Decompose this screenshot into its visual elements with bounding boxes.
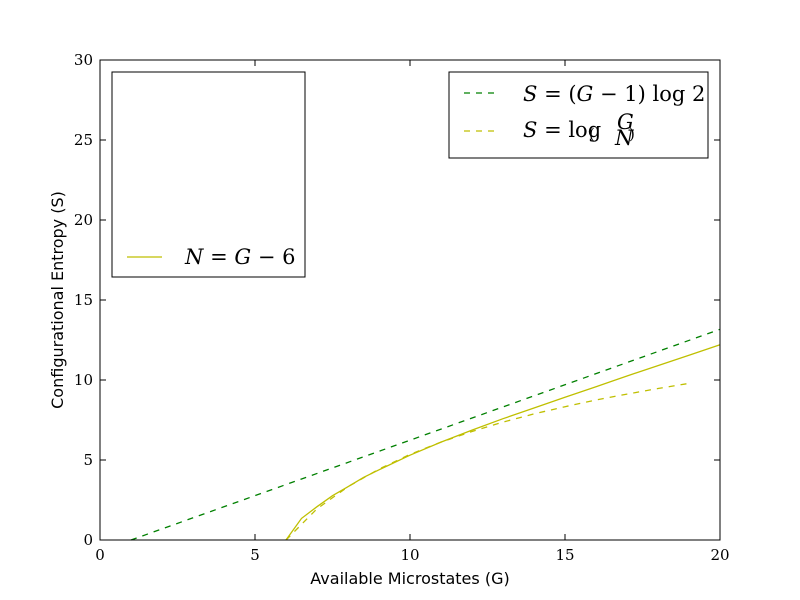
series-line-0	[130, 328, 721, 541]
legend-upper-right: S = (G − 1) log 2 S = log ( G N )	[448, 71, 709, 159]
x-tick-label-4: 20	[710, 546, 729, 564]
legend-label-n: N = G − 6	[184, 245, 295, 269]
y-axis-label: Configurational Entropy (S)	[48, 191, 67, 409]
y-tick-label-5: 25	[74, 131, 93, 149]
legend-label-linear: S = (G − 1) log 2	[523, 82, 705, 106]
series-line-2	[285, 344, 721, 541]
x-tick-label-1: 5	[250, 546, 260, 564]
y-tick-label-1: 5	[83, 451, 93, 469]
series-layer	[130, 328, 721, 541]
y-tick-label-6: 30	[74, 51, 93, 69]
y-tick-label-4: 20	[74, 211, 93, 229]
series-line-1	[285, 382, 690, 541]
x-tick-label-3: 15	[555, 546, 574, 564]
legend-upper-left: N = G − 6	[111, 71, 306, 278]
binomial-right-paren: )	[629, 125, 635, 143]
binomial-left-paren: (	[589, 125, 595, 143]
legend-box-left	[111, 71, 306, 278]
x-axis-label: Available Microstates (G)	[310, 569, 509, 588]
y-tick-label-0: 0	[83, 531, 93, 549]
ticks-layer: 0 5 10 15 20 0 5 10 15 20 25 30	[74, 51, 730, 564]
legend-box-right	[448, 71, 709, 159]
x-tick-label-2: 10	[400, 546, 419, 564]
x-tick-label-0: 0	[95, 546, 105, 564]
y-tick-label-2: 10	[74, 371, 93, 389]
y-tick-label-3: 15	[74, 291, 93, 309]
legend-label-binomial: S = log	[523, 118, 601, 142]
binomial-top-g: G	[617, 110, 634, 134]
binomial-bottom-n: N	[614, 126, 634, 150]
